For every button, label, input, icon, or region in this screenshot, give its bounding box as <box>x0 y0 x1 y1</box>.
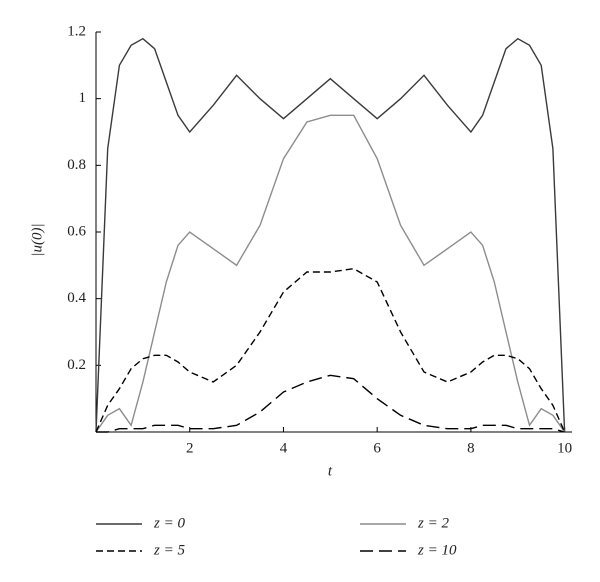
data-line <box>95 37 566 433</box>
x-tick-label: 8 <box>467 440 475 456</box>
y-tick-label: 0.8 <box>67 157 86 173</box>
data-line <box>96 374 565 433</box>
y-tick-label: 0.6 <box>67 223 86 239</box>
data-line <box>95 267 566 433</box>
y-tick-label: 0.2 <box>67 357 86 373</box>
x-axis-label: t <box>328 463 333 479</box>
y-tick-label: 1.2 <box>67 23 86 39</box>
x-tick-label: 6 <box>373 440 381 456</box>
legend-label: z = 10 <box>417 542 457 558</box>
data-line <box>95 114 566 433</box>
x-tick-label: 4 <box>280 440 288 456</box>
y-axis-label: |u(0)| <box>29 223 45 256</box>
y-tick-label: 0.4 <box>67 290 86 306</box>
legend-label: z = 2 <box>417 515 449 531</box>
legend-label: z = 0 <box>153 515 185 531</box>
x-tick-label: 2 <box>186 440 194 456</box>
x-tick-label: 10 <box>557 440 572 456</box>
legend-label: z = 5 <box>153 542 185 558</box>
y-tick-label: 1 <box>79 90 87 106</box>
